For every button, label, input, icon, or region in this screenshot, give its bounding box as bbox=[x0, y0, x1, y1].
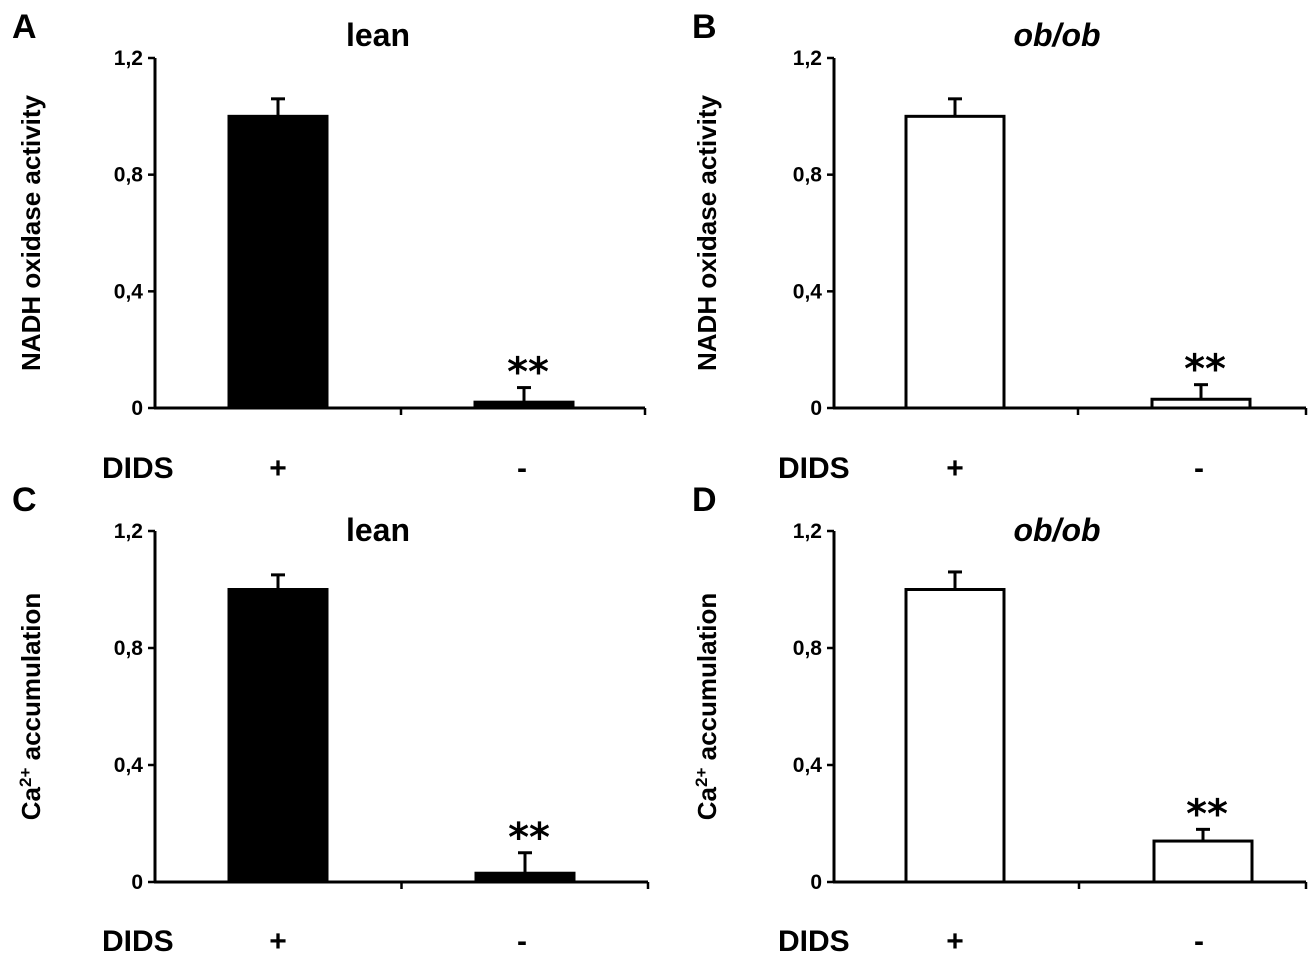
category-label: + bbox=[269, 925, 287, 955]
significance-marker: ** bbox=[508, 815, 550, 861]
y-tick-label: 0,8 bbox=[114, 637, 144, 660]
chart-title: ob/ob bbox=[1013, 17, 1100, 53]
y-tick-label: 1,2 bbox=[114, 47, 143, 70]
panel-letter-a: A bbox=[12, 8, 37, 46]
y-tick-label: 0,4 bbox=[114, 754, 144, 777]
bar-minus bbox=[1150, 397, 1252, 410]
x-axis-label: DIDS bbox=[778, 452, 850, 485]
y-tick-label: 0,4 bbox=[114, 280, 144, 303]
chart-title: lean bbox=[346, 512, 410, 548]
y-tick-label: 0,8 bbox=[114, 164, 144, 187]
bar-minus bbox=[1152, 839, 1254, 884]
panel-letter-b: B bbox=[692, 8, 717, 46]
x-axis-label: DIDS bbox=[102, 452, 174, 485]
y-tick-label: 0,8 bbox=[793, 637, 823, 660]
bar-plus bbox=[904, 588, 1006, 884]
category-label: + bbox=[269, 452, 287, 485]
bar-plus bbox=[904, 114, 1006, 410]
y-axis-label: Ca2+ accumulation bbox=[16, 593, 47, 820]
y-tick-label: 1,2 bbox=[793, 47, 822, 70]
bar-plus bbox=[227, 114, 329, 410]
category-label: + bbox=[946, 925, 964, 955]
y-axis-label: Ca2+ accumulation bbox=[692, 593, 723, 820]
bar-plus bbox=[227, 588, 329, 884]
category-label: - bbox=[1194, 452, 1204, 485]
y-tick-label: 0,8 bbox=[793, 164, 823, 187]
y-tick-label: 0 bbox=[810, 397, 822, 420]
x-axis-label: DIDS bbox=[778, 925, 850, 955]
category-label: + bbox=[946, 452, 964, 485]
bar-minus bbox=[474, 871, 576, 884]
y-tick-label: 1,2 bbox=[793, 520, 822, 543]
panel-letter-d: D bbox=[692, 481, 717, 519]
category-label: - bbox=[1194, 925, 1204, 955]
y-tick-label: 0 bbox=[131, 871, 143, 894]
significance-marker: ** bbox=[507, 350, 549, 396]
category-label: - bbox=[517, 925, 527, 955]
bar-minus bbox=[473, 400, 575, 410]
panel-letter-c: C bbox=[12, 481, 37, 519]
significance-marker: ** bbox=[1186, 791, 1228, 837]
significance-marker: ** bbox=[1184, 347, 1226, 393]
chart-panel-d: Dob/ob 0 0,4 0,8 1,2 ** Ca2+ accumulation DIDS +… bbox=[692, 481, 1308, 955]
y-tick-label: 0 bbox=[131, 397, 143, 420]
y-axis-label: NADH oxidase activity bbox=[692, 94, 722, 371]
y-tick-label: 0,4 bbox=[793, 280, 823, 303]
category-label: - bbox=[517, 452, 527, 485]
x-axis-label: DIDS bbox=[102, 925, 174, 955]
y-tick-label: 0 bbox=[810, 871, 822, 894]
y-tick-label: 0,4 bbox=[793, 754, 823, 777]
y-tick-label: 1,2 bbox=[114, 520, 143, 543]
y-axis-label: NADH oxidase activity bbox=[16, 94, 46, 371]
chart-title: lean bbox=[346, 17, 410, 53]
chart-title: ob/ob bbox=[1013, 512, 1100, 548]
